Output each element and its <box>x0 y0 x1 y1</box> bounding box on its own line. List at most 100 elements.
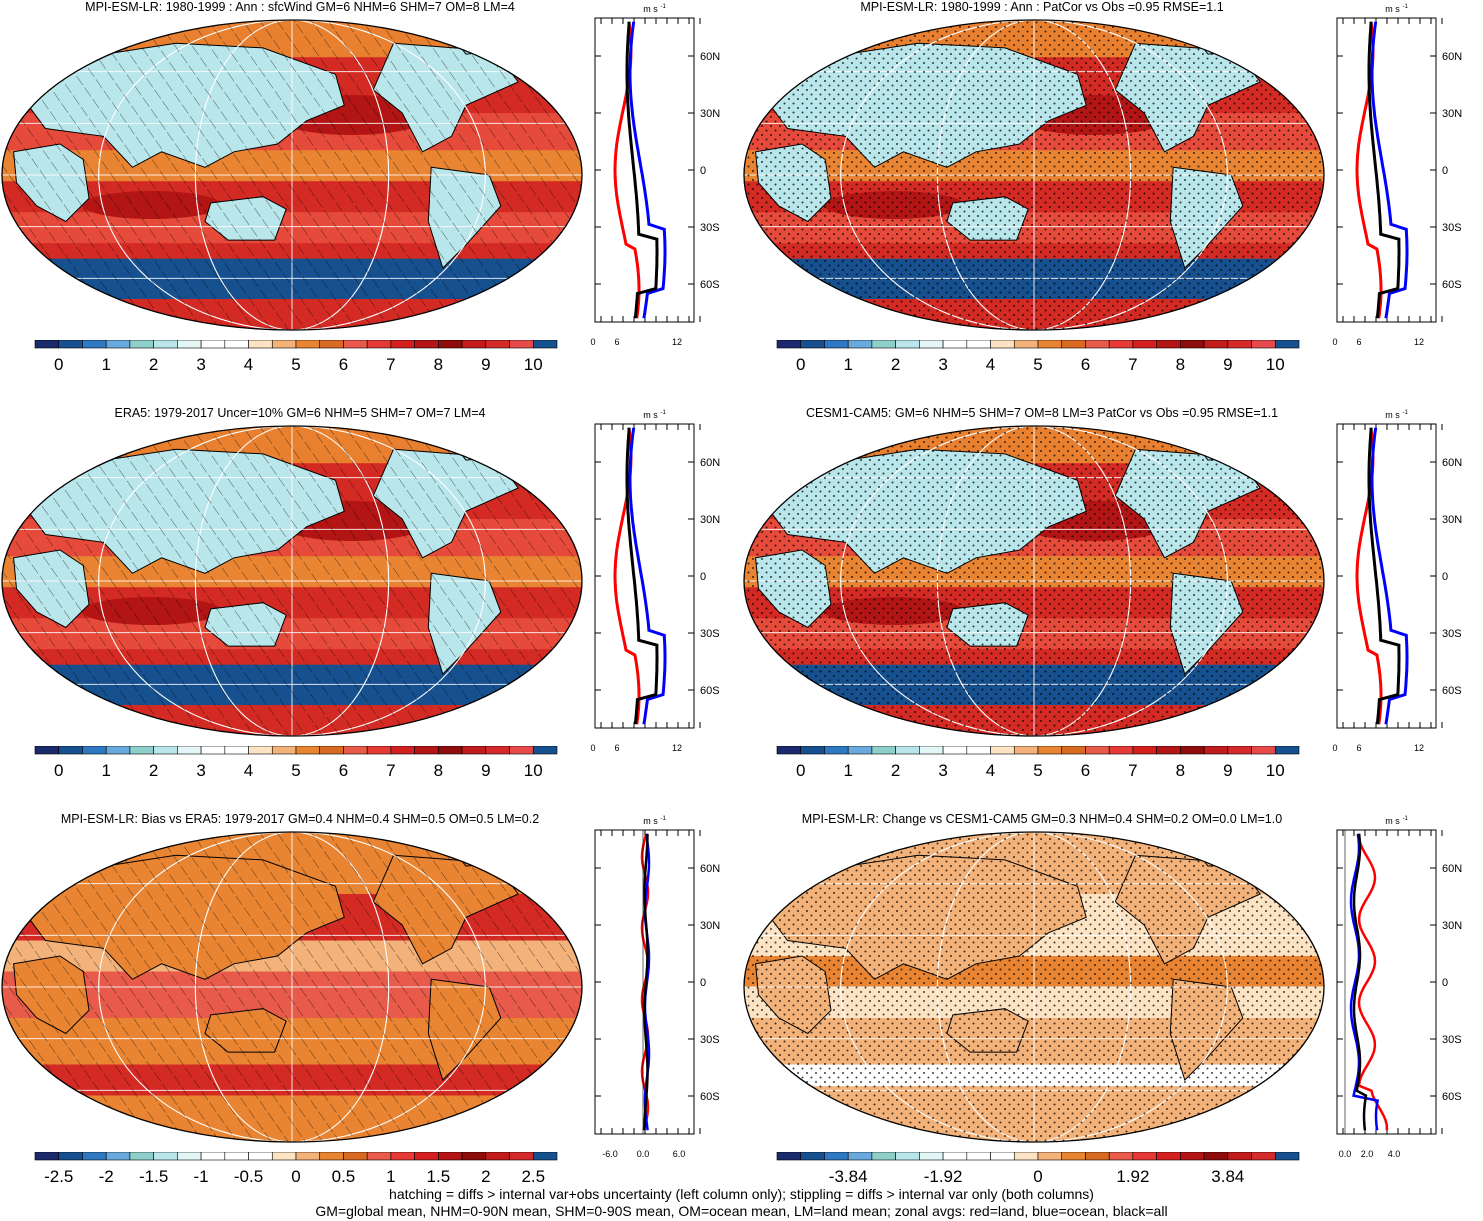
colorbar-tick-label: 10 <box>1266 355 1285 374</box>
zonal-lat-label: 30S <box>1442 628 1462 640</box>
colorbar-tick-label: 9 <box>1223 761 1232 780</box>
zonal-lat-label: 60S <box>700 685 720 697</box>
panel-title: MPI-ESM-LR: Change vs CESM1-CAM5 GM=0.3 … <box>801 812 1283 826</box>
zonal-lat-label: 30S <box>700 1034 720 1046</box>
zonal-curve-ocean <box>1370 427 1409 725</box>
colorbar: -3.84 -1.92 0 1.92 3.84 <box>776 1152 1300 1186</box>
colorbar-labels: 0 1 2 3 4 5 6 7 8 9 10 <box>54 761 543 780</box>
map-field <box>744 832 1324 1142</box>
colorbar-boxes <box>776 1152 1300 1161</box>
colorbar-tick-label: 8 <box>434 761 443 780</box>
colorbar-boxes <box>776 746 1300 755</box>
zonal-average-plot: m s -1 60N 30N 0 30S 60S 0 6 12 <box>1332 4 1462 347</box>
colorbar-tick-label: 1.5 <box>427 1167 451 1186</box>
colorbar: 0 1 2 3 4 5 6 7 8 9 10 <box>34 340 558 374</box>
zonal-lat-label: 60S <box>1442 685 1462 697</box>
colorbar-tick-label: 0 <box>54 355 63 374</box>
map <box>1 19 583 331</box>
colorbar-tick-label: 4 <box>986 355 995 374</box>
zonal-frame <box>594 17 695 323</box>
zonal-curve-all <box>643 833 649 1131</box>
panel-5: MPI-ESM-LR: Bias vs ERA5: 1979-2017 GM=0… <box>0 812 741 1218</box>
colorbar-tick-label: 6 <box>339 355 348 374</box>
panel-title: ERA5: 1979-2017 Uncer=10% GM=6 NHM=5 SHM… <box>114 406 486 420</box>
colorbar-boxes <box>776 340 1300 349</box>
colorbar-tick-label: 3 <box>196 761 205 780</box>
colorbar-tick-label: 0 <box>796 761 805 780</box>
zonal-x-label: 6.0 <box>673 1149 686 1159</box>
colorbar-tick-label: 1 <box>386 1167 395 1186</box>
colorbar-tick-label: 7 <box>386 355 395 374</box>
zonal-curve-all <box>1367 427 1401 725</box>
colorbar-tick-label: 2 <box>481 1167 490 1186</box>
svg-text:-1: -1 <box>1403 4 1409 10</box>
colorbar: 0 1 2 3 4 5 6 7 8 9 10 <box>34 746 558 780</box>
colorbar-tick-label: 4 <box>244 761 253 780</box>
zonal-lat-label: 0 <box>700 977 706 989</box>
colorbar: 0 1 2 3 4 5 6 7 8 9 10 <box>776 340 1300 374</box>
zonal-x-label: 0 <box>1332 337 1337 347</box>
zonal-average-plot: m s -1 60N 30N 0 30S 60S 0 6 12 <box>590 4 720 347</box>
zonal-curve-land <box>1357 833 1389 1131</box>
zonal-curve-ocean <box>1349 833 1380 1131</box>
zonal-frame <box>1336 17 1437 323</box>
zonal-lat-label: 60N <box>1442 457 1462 469</box>
colorbar-tick-label: 1 <box>843 355 852 374</box>
zonal-lat-label: 30N <box>700 108 720 120</box>
colorbar-tick-label: 6 <box>1081 355 1090 374</box>
colorbar-tick-label: 5 <box>1033 761 1042 780</box>
zonal-lat-label: 30S <box>700 222 720 234</box>
map-field <box>744 20 1324 330</box>
colorbar-tick-label: 6 <box>1081 761 1090 780</box>
colorbar-tick-label: 9 <box>1223 355 1232 374</box>
zonal-lat-label: 60S <box>1442 1091 1462 1103</box>
zonal-x-label: -6.0 <box>602 1149 618 1159</box>
zonal-x-label: 12 <box>1414 743 1424 753</box>
zonal-x-label: 6 <box>614 337 619 347</box>
svg-text:-1: -1 <box>1403 816 1409 822</box>
svg-text:-1: -1 <box>661 410 667 416</box>
colorbar-tick-label: 3 <box>196 355 205 374</box>
zonal-lat-label: 0 <box>1442 165 1448 177</box>
zonal-unit: m s <box>1385 816 1400 826</box>
colorbar-tick-label: 7 <box>386 761 395 780</box>
zonal-unit: m s <box>643 410 658 420</box>
map-field <box>2 426 582 736</box>
zonal-lat-label: 30N <box>700 920 720 932</box>
colorbar-tick-label: -2.5 <box>44 1167 73 1186</box>
zonal-frame <box>594 423 695 729</box>
zonal-lat-label: 30N <box>1442 920 1462 932</box>
zonal-x-label: 0.0 <box>637 1149 650 1159</box>
zonal-unit: m s <box>1385 4 1400 14</box>
colorbar-tick-label: 8 <box>1176 355 1185 374</box>
colorbar-tick-label: 5 <box>291 761 300 780</box>
colorbar-boxes <box>34 746 558 755</box>
zonal-lat-label: 30S <box>1442 1034 1462 1046</box>
colorbar-tick-label: 1 <box>843 761 852 780</box>
colorbar-tick-label: 6 <box>339 761 348 780</box>
colorbar-tick-label: 7 <box>1128 355 1137 374</box>
map <box>743 831 1325 1143</box>
colorbar-tick-label: 4 <box>244 355 253 374</box>
zonal-unit: m s <box>1385 410 1400 420</box>
zonal-curve-ocean <box>628 427 667 725</box>
colorbar-boxes <box>34 340 558 349</box>
zonal-x-label: 0 <box>1332 743 1337 753</box>
colorbar-tick-label: 2 <box>891 761 900 780</box>
colorbar-tick-label: 10 <box>524 761 543 780</box>
map-field <box>2 20 582 330</box>
zonal-unit: m s <box>643 816 658 826</box>
colorbar-tick-label: -1 <box>194 1167 209 1186</box>
colorbar-tick-label: 1 <box>101 355 110 374</box>
footer-line-2: GM=global mean, NHM=0-90N mean, SHM=0-90… <box>315 1203 1168 1219</box>
colorbar-tick-label: 0.5 <box>332 1167 356 1186</box>
zonal-lat-label: 30S <box>700 628 720 640</box>
zonal-x-label: 0 <box>590 743 595 753</box>
map-field <box>2 832 582 1142</box>
zonal-lat-label: 60N <box>700 457 720 469</box>
colorbar-tick-label: -2 <box>99 1167 114 1186</box>
colorbar-tick-label: 4 <box>986 761 995 780</box>
panel-3: ERA5: 1979-2017 Uncer=10% GM=6 NHM=5 SHM… <box>0 406 741 812</box>
zonal-lat-label: 60N <box>1442 51 1462 63</box>
svg-text:-1: -1 <box>661 816 667 822</box>
